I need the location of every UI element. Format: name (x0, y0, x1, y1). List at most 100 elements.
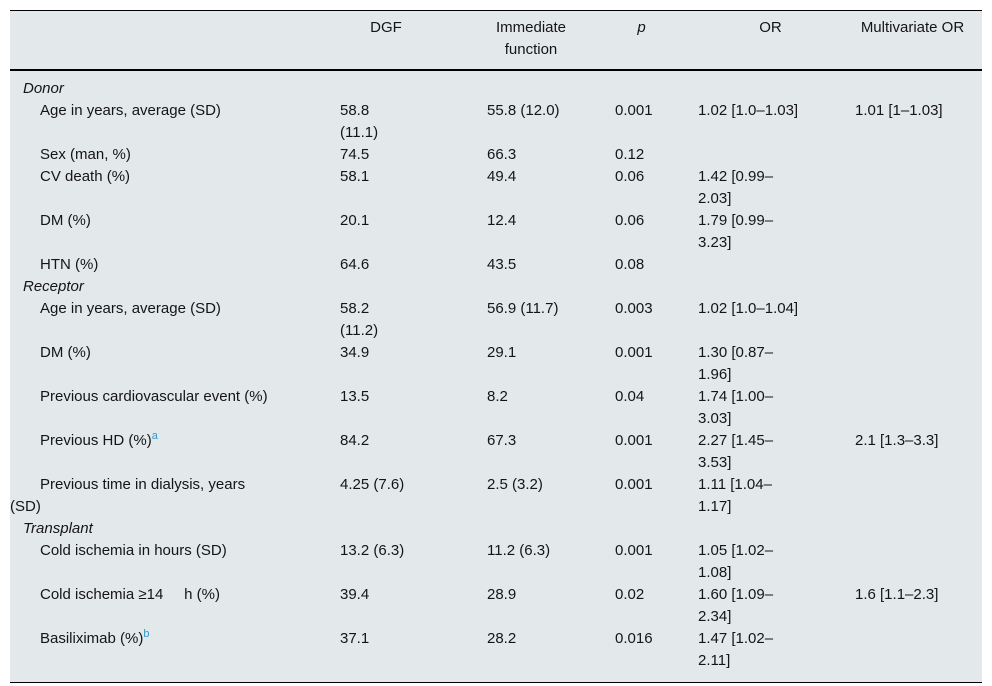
cell-dgf: 58.2 (11.2) (340, 300, 379, 339)
table-row: HTN (%) 64.6 43.5 0.08 (10, 254, 982, 276)
cell-multivariate-or: 2.1 [1.3–3.3] (855, 432, 939, 449)
cell-or: 1.74 [1.00– 3.03] (698, 388, 774, 427)
cell-multivariate-or (855, 540, 982, 584)
table-row: Cold ischemia in hours (SD) 13.2 (6.3) 1… (10, 540, 982, 584)
cell-or (698, 144, 855, 166)
table-row: Cold ischemia ≥14 h (%) 39.4 28.9 0.02 1… (10, 584, 982, 628)
column-header-multivariate-or: Multivariate OR (860, 19, 965, 36)
table-row: Age in years, average (SD) 58.8 (11.1) 5… (10, 100, 982, 144)
table-row: Age in years, average (SD) 58.2 (11.2) 5… (10, 298, 982, 342)
cell-dgf: 58.8 (11.1) (340, 102, 379, 141)
table-row: Previous cardiovascular event (%) 13.5 8… (10, 386, 982, 430)
cell-immediate: 12.4 (487, 212, 517, 229)
cell-p: 0.003 (615, 300, 653, 317)
row-label: Previous cardiovascular event (%) (40, 388, 268, 405)
column-header-dgf: DGF (370, 19, 402, 36)
cell-or (698, 254, 855, 276)
section-title-transplant: Transplant (23, 520, 93, 537)
cell-or: 1.05 [1.02– 1.08] (698, 542, 774, 581)
table-row: Basiliximab (%)b 37.1 28.2 0.016 1.47 [1… (10, 628, 982, 672)
section-title-receptor: Receptor (23, 278, 84, 295)
cell-p: 0.016 (615, 630, 653, 647)
cell-dgf: 39.4 (340, 586, 370, 603)
cell-immediate: 28.9 (487, 586, 517, 603)
row-label: Basiliximab (%)b (10, 628, 340, 672)
cell-or: 2.27 [1.45– 3.53] (698, 432, 774, 471)
cell-immediate: 66.3 (487, 146, 517, 163)
cell-p: 0.02 (615, 586, 645, 603)
cell-multivariate-or (855, 144, 982, 166)
cell-p: 0.001 (615, 344, 653, 361)
table-body: Donor Age in years, average (SD) 58.8 (1… (10, 71, 982, 682)
table-row: Previous HD (%)a 84.2 67.3 0.001 2.27 [1… (10, 430, 982, 474)
row-label: DM (%) (40, 344, 91, 361)
row-label: Age in years, average (SD) (40, 102, 221, 119)
cell-multivariate-or (855, 210, 982, 254)
cell-multivariate-or (855, 386, 982, 430)
cell-dgf: 20.1 (340, 212, 370, 229)
cell-dgf: 74.5 (340, 146, 370, 163)
cell-p: 0.001 (615, 476, 653, 493)
cell-multivariate-or: 1.6 [1.1–2.3] (855, 586, 939, 603)
cell-or: 1.02 [1.0–1.04] (698, 300, 799, 317)
cell-p: 0.04 (615, 388, 645, 405)
row-label: DM (%) (40, 212, 91, 229)
cell-multivariate-or (855, 298, 982, 342)
cell-dgf: 34.9 (340, 344, 370, 361)
cell-p: 0.001 (615, 542, 653, 559)
cell-or: 1.79 [0.99– 3.23] (698, 212, 774, 251)
cell-immediate: 11.2 (6.3) (487, 542, 551, 559)
cell-immediate: 49.4 (487, 168, 517, 185)
row-label: Age in years, average (SD) (40, 300, 221, 317)
table-row: DM (%) 34.9 29.1 0.001 1.30 [0.87– 1.96] (10, 342, 982, 386)
cell-or: 1.47 [1.02– 2.11] (698, 630, 774, 669)
cell-dgf: 4.25 (7.6) (340, 476, 405, 493)
cell-immediate: 56.9 (11.7) (487, 300, 559, 317)
cell-immediate: 29.1 (487, 344, 517, 361)
cell-dgf: 64.6 (340, 256, 370, 273)
footnote-marker-b[interactable]: b (143, 628, 150, 640)
row-label-text: Basiliximab (%) (40, 630, 144, 647)
cell-multivariate-or (855, 254, 982, 276)
footnote-marker-a[interactable]: a (151, 430, 158, 442)
table-row: CV death (%) 58.1 49.4 0.06 1.42 [0.99– … (10, 166, 982, 210)
table-row: DM (%) 20.1 12.4 0.06 1.79 [0.99– 3.23] (10, 210, 982, 254)
column-header-label (10, 17, 340, 61)
cell-dgf: 84.2 (340, 432, 370, 449)
section-title-donor: Donor (23, 80, 64, 97)
cell-immediate: 28.2 (487, 630, 517, 647)
row-label: CV death (%) (40, 168, 131, 185)
cell-or: 1.42 [0.99– 2.03] (698, 168, 774, 207)
cell-p: 0.06 (615, 212, 645, 229)
cell-immediate: 43.5 (487, 256, 517, 273)
column-header-p: p (637, 19, 646, 36)
cell-p: 0.06 (615, 168, 645, 185)
cell-dgf: 58.1 (340, 168, 370, 185)
cell-multivariate-or (855, 166, 982, 210)
cell-p: 0.12 (615, 146, 645, 163)
row-label: Sex (man, %) (40, 146, 131, 163)
cell-immediate: 55.8 (12.0) (487, 102, 560, 119)
cell-multivariate-or (855, 342, 982, 386)
row-label: Previous HD (%)a (10, 430, 340, 474)
cell-immediate: 8.2 (487, 388, 508, 405)
cell-p: 0.08 (615, 256, 645, 273)
table-row: Sex (man, %) 74.5 66.3 0.12 (10, 144, 982, 166)
cell-multivariate-or (855, 628, 982, 672)
cell-or: 1.11 [1.04– 1.17] (698, 476, 772, 515)
row-label: Previous time in dialysis, years (SD) (10, 476, 246, 515)
cell-or: 1.60 [1.09– 2.34] (698, 586, 774, 625)
table-row: Previous time in dialysis, years (SD) 4.… (10, 474, 982, 518)
cell-or: 1.02 [1.0–1.03] (698, 102, 799, 119)
row-label: HTN (%) (40, 256, 99, 273)
cell-dgf: 13.2 (6.3) (340, 542, 405, 559)
column-header-or: OR (759, 19, 782, 36)
cell-multivariate-or: 1.01 [1–1.03] (855, 102, 943, 119)
cell-p: 0.001 (615, 432, 653, 449)
column-header-immediate-function: Immediate function (495, 19, 567, 58)
row-label-text: Previous HD (%) (40, 432, 152, 449)
results-table: DGF Immediate function p OR Multivariate… (10, 10, 982, 683)
cell-p: 0.001 (615, 102, 653, 119)
cell-dgf: 13.5 (340, 388, 370, 405)
cell-immediate: 2.5 (3.2) (487, 476, 543, 493)
